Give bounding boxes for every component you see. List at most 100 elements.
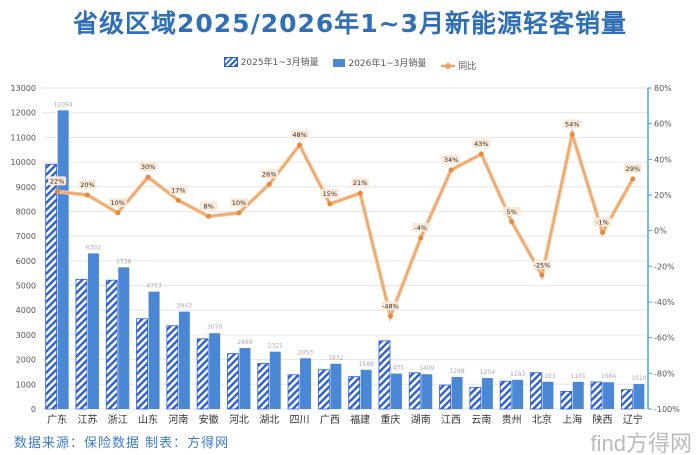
category-label: 云南: [471, 413, 491, 426]
bar-2026-value-label: 4753: [146, 283, 161, 290]
legend-item-yoy[interactable]: 同比: [441, 59, 476, 72]
bar-2025: [105, 279, 118, 410]
bar-2026: [330, 363, 342, 409]
bar-2026: [512, 379, 524, 409]
yoy-point: [84, 192, 90, 198]
yoy-point: [418, 235, 424, 241]
yoy-value-label: 5%: [506, 208, 516, 216]
category-label: 江苏: [77, 413, 97, 426]
category-label: 安徽: [199, 413, 219, 426]
category-label: 上海: [562, 413, 582, 426]
bar-2026: [300, 358, 312, 409]
bar-2025: [439, 384, 451, 410]
category-label: 陕西: [593, 413, 613, 426]
bar-2026-value-label: 1101: [571, 373, 586, 380]
left-tick-label: 11000: [11, 133, 36, 142]
bar-2026-value-label: 6302: [86, 244, 101, 251]
yoy-point: [569, 131, 575, 137]
yoy-label-bg: [502, 206, 521, 216]
yoy-value-label: -48%: [382, 302, 399, 310]
yoy-label-bg: [472, 138, 491, 148]
yoy-value-label: 8%: [203, 202, 213, 210]
bar-2025: [499, 380, 512, 410]
bar-2025: [75, 278, 88, 410]
bar-2025: [287, 374, 300, 410]
category-label: 广西: [320, 414, 340, 426]
bar-2026: [390, 373, 402, 409]
category-label: 浙江: [108, 414, 128, 426]
yoy-value-label: 20%: [80, 181, 94, 189]
yoy-label-bg: [623, 163, 642, 173]
bar-2026-value-label: 2469: [237, 339, 252, 346]
bar-2025: [469, 386, 482, 410]
left-tick-label: 4000: [16, 306, 36, 315]
left-tick-label: 10000: [11, 158, 36, 167]
category-label: 山东: [138, 413, 158, 426]
yoy-point: [448, 167, 454, 173]
yoy-value-label: 17%: [171, 186, 185, 194]
category-label: 广东: [47, 413, 67, 426]
yoy-label-bg: [532, 260, 551, 270]
bar-2026-value-label: 1183: [510, 371, 525, 378]
yoy-value-label: 29%: [626, 165, 640, 173]
left-tick-label: 1000: [16, 380, 36, 389]
category-label: 贵州: [502, 413, 522, 426]
bar-2025: [45, 163, 58, 410]
yoy-point: [600, 229, 606, 235]
bar-2025: [196, 338, 209, 410]
bar-2026: [269, 351, 281, 409]
yoy-label-bg: [169, 185, 188, 195]
yoy-point: [206, 213, 212, 219]
legend-item-2025[interactable]: 2025年1~3月销量: [223, 55, 319, 68]
bar-2026-value-label: 1409: [419, 365, 434, 372]
bar-2026-value-label: 3943: [177, 303, 192, 310]
yoy-value-label: 21%: [353, 179, 367, 187]
legend-item-2026[interactable]: 2026年1~3月销量: [333, 56, 426, 69]
yoy-label-bg: [442, 155, 461, 165]
bar-2026: [603, 382, 615, 409]
yoy-label-bg: [199, 201, 218, 211]
bar-2026: [87, 253, 99, 409]
right-tick-label: 0%: [654, 227, 667, 236]
yoy-label-bg: [290, 130, 309, 140]
bar-2025: [408, 372, 421, 410]
yoy-label-bg: [593, 217, 612, 227]
yoy-label-bg: [108, 197, 127, 207]
left-tick-label: 3000: [16, 331, 36, 340]
right-tick-label: 40%: [654, 155, 672, 164]
yoy-point: [175, 197, 181, 203]
yoy-point: [297, 142, 303, 148]
left-tick-label: 13000: [11, 84, 36, 93]
yoy-point: [478, 151, 484, 157]
yoy-value-label: 34%: [444, 156, 458, 164]
bar-2025: [590, 381, 603, 410]
yoy-value-label: 22%: [50, 177, 64, 185]
yoy-label-bg: [48, 176, 67, 186]
bar-2026-value-label: 1084: [601, 373, 616, 380]
yoy-point: [236, 210, 242, 216]
left-tick-label: 8000: [16, 207, 36, 216]
bar-2026-value-label: 1435: [389, 365, 404, 372]
right-tick-label: -20%: [654, 262, 675, 271]
yoy-label-bg: [411, 222, 430, 232]
bar-2026-value-label: 1254: [480, 369, 495, 376]
yoy-label-bg: [320, 188, 339, 198]
left-tick-label: 6000: [16, 257, 36, 266]
bar-2025: [560, 390, 573, 410]
bar-2026-value-label: 2053: [298, 349, 313, 356]
yoy-label-bg: [381, 301, 400, 311]
right-tick-label: -40%: [654, 298, 675, 307]
bar-2025: [136, 318, 148, 410]
category-label: 江西: [441, 414, 461, 426]
category-label: 河南: [168, 413, 188, 426]
category-label: 四川: [290, 415, 310, 426]
bar-2026: [57, 110, 69, 410]
yoy-point: [145, 174, 151, 180]
data-source: 数据来源：保险数据 制表：方得网: [14, 436, 230, 451]
bar-2025: [257, 363, 270, 410]
category-label: 重庆: [380, 413, 400, 426]
yoy-point: [387, 313, 393, 319]
bar-2026: [360, 369, 372, 409]
